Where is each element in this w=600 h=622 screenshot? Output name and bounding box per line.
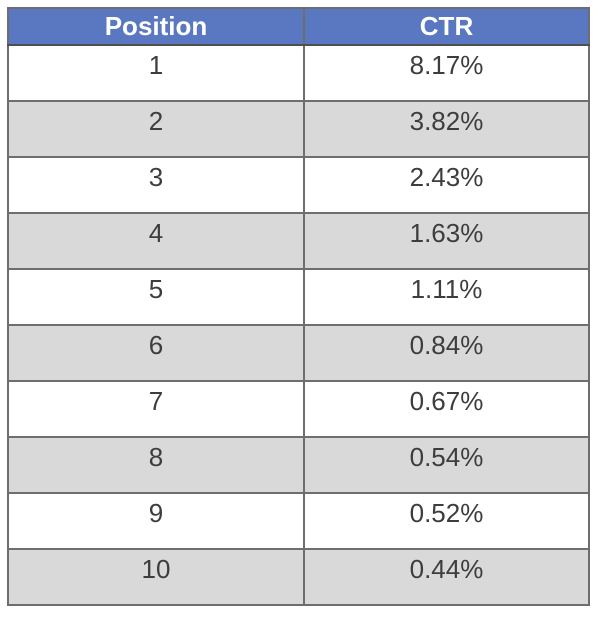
position-cell: 2 <box>7 100 305 158</box>
table-header: Position CTR <box>7 7 590 46</box>
ctr-cell: 0.54% <box>303 436 590 494</box>
ctr-cell: 0.67% <box>303 380 590 438</box>
ctr-cell: 0.84% <box>303 324 590 382</box>
table-row: 1 8.17% <box>7 44 590 102</box>
position-cell: 10 <box>7 548 305 606</box>
position-cell: 9 <box>7 492 305 550</box>
position-cell: 3 <box>7 156 305 214</box>
table-row: 10 0.44% <box>7 548 590 606</box>
table-row: 4 1.63% <box>7 212 590 270</box>
table-body: 1 8.17% 2 3.82% 3 2.43% 4 1.63% 5 1.11% 6 0.84% 7 0.6… <box>7 44 590 606</box>
table-row: 7 0.67% <box>7 380 590 438</box>
ctr-cell: 3.82% <box>303 100 590 158</box>
table-row: 8 0.54% <box>7 436 590 494</box>
table-row: 6 0.84% <box>7 324 590 382</box>
position-cell: 7 <box>7 380 305 438</box>
ctr-cell: 2.43% <box>303 156 590 214</box>
table-row: 9 0.52% <box>7 492 590 550</box>
header-row: Position CTR <box>7 7 590 46</box>
ctr-column-header: CTR <box>303 7 590 46</box>
position-column-header: Position <box>7 7 305 46</box>
position-cell: 6 <box>7 324 305 382</box>
position-cell: 8 <box>7 436 305 494</box>
ctr-cell: 1.11% <box>303 268 590 326</box>
position-ctr-table: Position CTR 1 8.17% 2 3.82% 3 2.43% 4 1.63% 5 1.… <box>7 7 590 606</box>
position-cell: 1 <box>7 44 305 102</box>
ctr-cell: 8.17% <box>303 44 590 102</box>
ctr-cell: 0.52% <box>303 492 590 550</box>
ctr-cell: 1.63% <box>303 212 590 270</box>
table-row: 5 1.11% <box>7 268 590 326</box>
ctr-cell: 0.44% <box>303 548 590 606</box>
position-cell: 5 <box>7 268 305 326</box>
position-cell: 4 <box>7 212 305 270</box>
ctr-table-container: Position CTR 1 8.17% 2 3.82% 3 2.43% 4 1.63% 5 1.… <box>7 7 590 606</box>
table-row: 3 2.43% <box>7 156 590 214</box>
table-row: 2 3.82% <box>7 100 590 158</box>
